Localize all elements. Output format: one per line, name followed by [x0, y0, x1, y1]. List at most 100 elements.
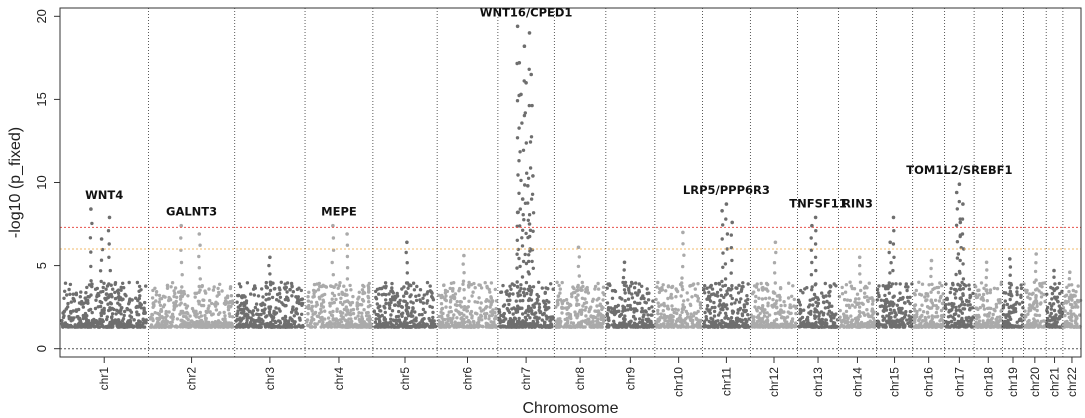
data-point: [854, 297, 858, 301]
data-point: [165, 283, 170, 287]
data-point: [597, 324, 601, 329]
data-point: [520, 236, 524, 240]
data-point: [518, 289, 522, 293]
data-point: [1049, 311, 1054, 316]
data-point: [449, 318, 454, 322]
data-point: [252, 321, 256, 325]
points-layer: [60, 24, 1083, 329]
data-point: [623, 322, 627, 326]
data-point: [997, 300, 1001, 304]
data-point: [1019, 317, 1023, 321]
data-point: [892, 229, 896, 233]
data-point: [516, 294, 520, 298]
data-point: [470, 294, 474, 298]
data-point: [511, 312, 515, 316]
data-point: [179, 260, 184, 265]
data-point: [597, 296, 601, 301]
data-point: [292, 320, 297, 325]
data-point: [637, 282, 641, 286]
data-point: [659, 288, 663, 293]
data-point: [99, 290, 103, 294]
data-point: [844, 309, 849, 314]
data-point: [584, 314, 588, 318]
data-point: [799, 288, 803, 293]
data-point: [892, 255, 896, 259]
data-point: [889, 261, 893, 265]
data-point: [239, 285, 243, 289]
data-point: [580, 296, 585, 300]
data-point: [420, 312, 424, 317]
data-point: [263, 324, 267, 328]
data-point: [462, 313, 466, 317]
data-point: [564, 298, 569, 302]
data-point: [537, 280, 541, 284]
data-point: [955, 256, 960, 260]
data-point: [567, 324, 572, 328]
data-point: [994, 317, 998, 321]
data-point: [829, 318, 833, 323]
data-point: [740, 312, 744, 316]
data-point: [667, 319, 671, 323]
data-point: [885, 321, 890, 325]
data-point: [596, 281, 600, 286]
data-point: [752, 284, 757, 288]
data-point: [348, 283, 352, 288]
data-point: [479, 286, 484, 290]
data-point: [763, 287, 768, 291]
data-point: [957, 199, 961, 204]
data-point: [809, 273, 814, 277]
data-point: [197, 322, 202, 326]
data-point: [244, 299, 249, 303]
data-point: [583, 320, 588, 324]
data-point: [404, 250, 408, 255]
data-point: [616, 303, 620, 308]
data-point: [339, 314, 343, 318]
data-point: [629, 307, 633, 311]
data-point: [733, 301, 737, 305]
data-point: [534, 315, 538, 319]
data-point: [566, 305, 571, 310]
data-point: [159, 296, 164, 301]
data-point: [222, 310, 226, 315]
data-point: [534, 311, 538, 315]
data-point: [470, 316, 474, 320]
data-point: [1006, 318, 1010, 323]
data-point: [765, 315, 770, 319]
data-point: [719, 288, 723, 292]
data-point: [556, 294, 560, 298]
data-point: [267, 297, 271, 301]
data-point: [927, 306, 931, 310]
data-point: [953, 296, 958, 300]
data-point: [865, 286, 869, 290]
data-point: [525, 171, 529, 175]
data-point: [515, 210, 520, 215]
data-point: [405, 306, 409, 310]
data-point: [350, 319, 354, 324]
data-point: [178, 303, 182, 307]
data-point: [448, 286, 452, 291]
data-point: [203, 313, 207, 318]
data-point: [716, 325, 720, 329]
data-point: [682, 253, 686, 257]
data-point: [613, 289, 618, 294]
data-point: [954, 272, 958, 277]
data-point: [1008, 265, 1013, 269]
data-point: [547, 323, 552, 328]
data-point: [377, 292, 381, 296]
data-point: [397, 309, 401, 314]
data-point: [165, 319, 170, 324]
data-point: [66, 305, 70, 309]
data-point: [938, 281, 942, 285]
data-point: [97, 322, 101, 326]
data-point: [455, 303, 459, 308]
data-point: [756, 288, 761, 292]
data-point: [892, 302, 896, 306]
data-point: [405, 281, 410, 285]
data-point: [1054, 313, 1058, 317]
data-point: [666, 296, 670, 301]
data-point: [528, 228, 533, 232]
data-point: [872, 310, 876, 314]
data-point: [894, 282, 898, 286]
data-point: [930, 317, 934, 321]
